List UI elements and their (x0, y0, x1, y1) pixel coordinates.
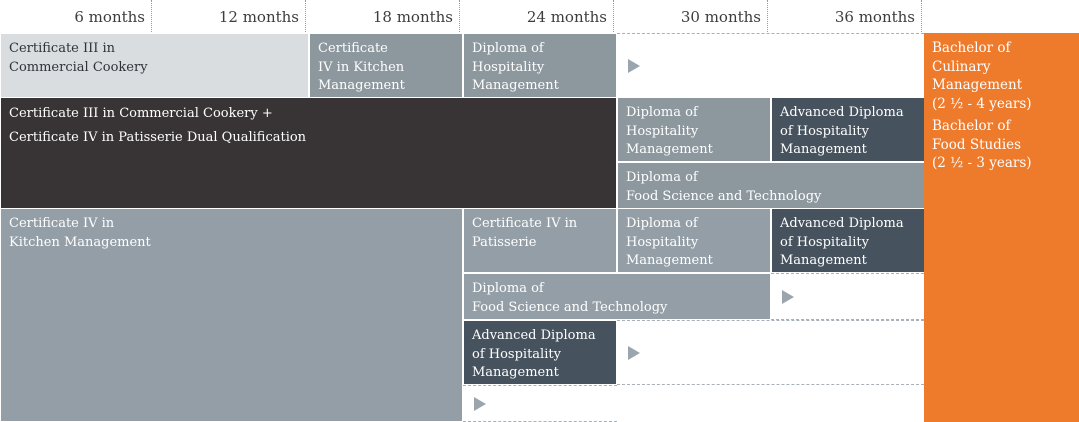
cell-line: of Hospitality (780, 234, 869, 250)
month-header-18: 18 months (308, 0, 460, 34)
cell-line: Patisserie (472, 234, 537, 250)
diploma-food-science-box: Diploma of Food Science and Technology (463, 273, 771, 320)
cell-line: Certificate III in Commercial Cookery + (9, 106, 273, 121)
bachelor-food-line: Food Studies (932, 136, 1022, 153)
adv-diploma-hospitality-box: Advanced Diploma of Hospitality Manageme… (463, 320, 617, 385)
cell-line: Diploma of (626, 216, 698, 231)
bachelor-food-line: Bachelor of (932, 118, 1011, 134)
diploma-food-science-box: Diploma of Food Science and Technology (617, 162, 925, 209)
cell-line: Management (626, 142, 713, 157)
cell-line: Management (472, 365, 559, 380)
cell-line: Management (780, 253, 867, 268)
diploma-hospitality-box: Diploma of Hospitality Management (617, 97, 771, 162)
play-arrow-icon (782, 290, 794, 304)
cell-line: Kitchen Management (9, 234, 151, 250)
play-arrow-icon (474, 397, 486, 411)
cell-line: Advanced Diploma (780, 216, 904, 231)
cell-line: Management (472, 78, 559, 93)
bachelor-culinary-line: Culinary (932, 58, 991, 75)
cell-line: Food Science and Technology (472, 299, 668, 315)
cell-line: Diploma of (626, 170, 698, 185)
cert4-kitchen-box: Certificate IV in Kitchen Management (309, 33, 463, 98)
diploma-hospitality-box: Diploma of Hospitality Management (463, 33, 617, 98)
play-arrow-icon (628, 346, 640, 360)
cell-line: Hospitality (472, 59, 545, 75)
cell-line: Management (780, 142, 867, 157)
pathway-continue-slot (617, 33, 924, 98)
cell-line: Diploma of (626, 105, 698, 120)
bachelor-culinary-duration: (2 ½ - 4 years) (932, 95, 1032, 112)
cell-line: Certificate IV in (9, 216, 115, 231)
bachelor-culinary-line: Management (932, 77, 1023, 93)
cell-line: Hospitality (626, 123, 699, 139)
cell-line: Certificate IV in (472, 216, 578, 231)
cell-line: Certificate (318, 41, 388, 56)
bachelor-food-duration: (2 ½ - 3 years) (932, 155, 1032, 171)
cert4-patisserie-box: Certificate IV in Patisserie (463, 208, 617, 273)
cell-line: Advanced Diploma (472, 328, 596, 343)
pathway-continue-slot (617, 320, 924, 385)
diploma-hospitality-box: Diploma of Hospitality Management (617, 208, 771, 273)
month-header-36: 36 months (770, 0, 922, 34)
cell-line: of Hospitality (780, 123, 869, 139)
cert3-cookery-box: Certificate III in Commercial Cookery (0, 33, 309, 98)
month-header-24: 24 months (462, 0, 614, 34)
pathway-continue-slot (463, 385, 617, 422)
adv-diploma-hospitality-box: Advanced Diploma of Hospitality Manageme… (771, 97, 925, 162)
cell-line: Hospitality (626, 234, 699, 250)
cell-line: Commercial Cookery (9, 59, 148, 75)
pathway-continue-slot (771, 273, 924, 320)
cell-line: Management (626, 253, 713, 268)
cell-line: Certificate IV in Patisserie Dual Qualif… (9, 130, 307, 145)
cell-line: of Hospitality (472, 346, 561, 362)
month-header-12: 12 months (154, 0, 306, 34)
cell-line: Certificate III in (9, 41, 116, 56)
dual-qualification-box: Certificate III in Commercial Cookery + … (0, 97, 617, 209)
adv-diploma-hospitality-box: Advanced Diploma of Hospitality Manageme… (771, 208, 925, 273)
month-header-6: 6 months (0, 0, 152, 34)
cell-line: Diploma of (472, 41, 544, 56)
cell-line: IV in Kitchen (318, 59, 405, 75)
play-arrow-icon (628, 59, 640, 73)
cert4-kitchen-box: Certificate IV in Kitchen Management (0, 208, 463, 422)
bachelor-culinary-line: Bachelor of (932, 40, 1011, 56)
bachelor-box: Bachelor of Culinary Management (2 ½ - 4… (924, 33, 1079, 422)
cell-line: Diploma of (472, 281, 544, 296)
month-header-30: 30 months (616, 0, 768, 34)
cell-line: Advanced Diploma (780, 105, 904, 120)
cell-line: Food Science and Technology (626, 188, 822, 204)
cell-line: Management (318, 78, 405, 93)
